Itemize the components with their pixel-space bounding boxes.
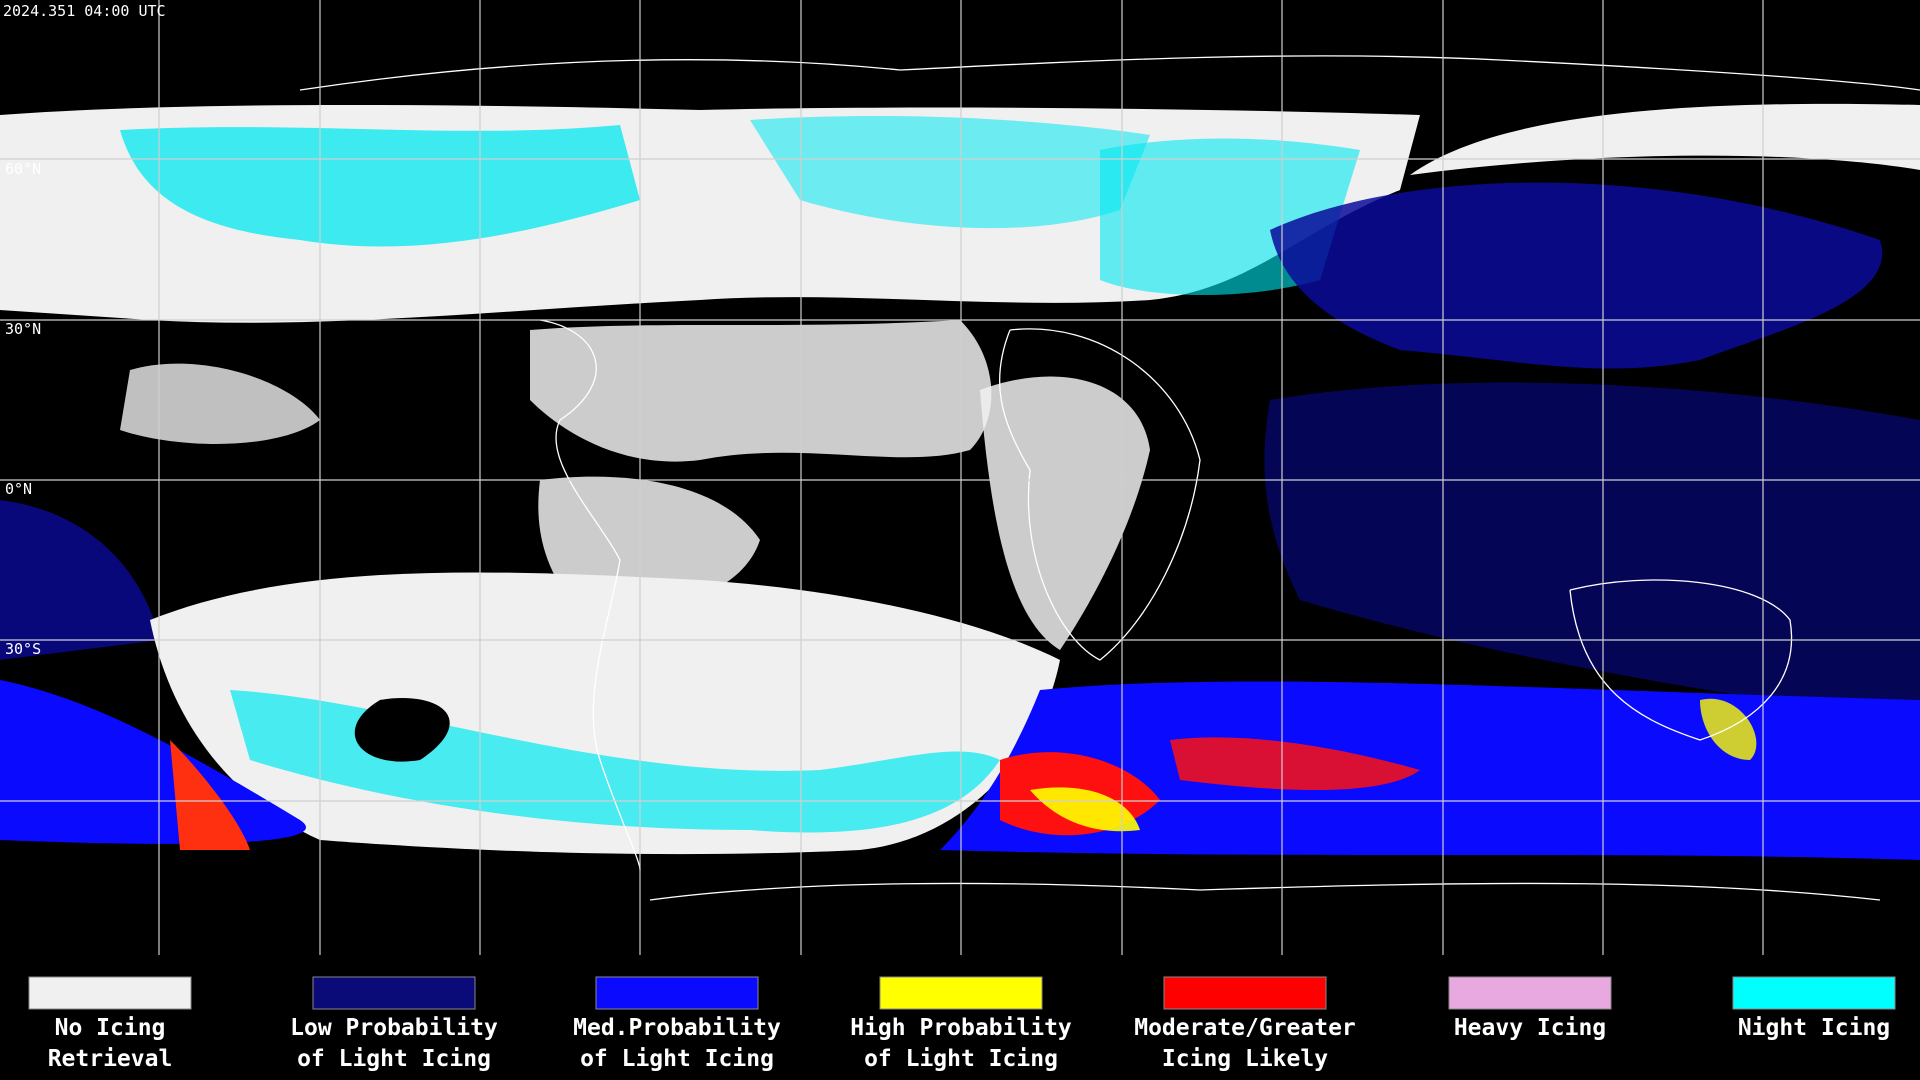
graticule <box>0 0 1920 955</box>
coastline-americas <box>539 319 641 871</box>
legend-label: Med.Probability <box>573 1015 781 1041</box>
legend-label: Moderate/Greater <box>1134 1015 1356 1041</box>
legend-swatch <box>1448 976 1612 1010</box>
timestamp: 2024.351 04:00 UTC <box>3 2 166 20</box>
legend-label: No Icing <box>55 1015 166 1041</box>
icing-sw <box>0 680 306 844</box>
legend-label: Retrieval <box>48 1046 173 1072</box>
cloud-africa <box>980 376 1150 650</box>
icing-high <box>1030 787 1140 832</box>
coastline-africa <box>999 328 1201 661</box>
latitude-label: 0°N <box>5 480 32 498</box>
legend: No Icing Retrieval Low Probability of Light… <box>28 976 1896 1072</box>
legend-swatch <box>28 976 192 1010</box>
legend-label: Low Probability <box>290 1015 498 1041</box>
map <box>0 0 1920 955</box>
cloud-south-america <box>538 476 760 608</box>
icing-ne <box>1270 182 1883 369</box>
cloud-ne <box>1410 103 1920 175</box>
icing-se <box>940 681 1920 860</box>
legend-label: Night Icing <box>1738 1015 1890 1041</box>
coastline-arctic <box>299 55 1920 91</box>
icing-moderate-2 <box>1170 737 1420 790</box>
icing-east-pacific <box>0 500 160 660</box>
latitude-label: 30°S <box>5 640 41 658</box>
latitude-label: 60°N <box>5 160 41 178</box>
legend-label: Icing Likely <box>1162 1046 1328 1072</box>
cloud-tropics <box>530 320 992 462</box>
legend-label: Heavy Icing <box>1454 1015 1606 1041</box>
clear-south <box>354 698 450 762</box>
icing-moderate-3 <box>170 740 250 850</box>
legend-label: of Light Icing <box>864 1046 1058 1072</box>
legend-label: of Light Icing <box>580 1046 774 1072</box>
icing-high-2 <box>1700 698 1757 760</box>
legend-swatch <box>879 976 1043 1010</box>
icing-indo-pacific <box>1264 382 1920 720</box>
night-icing-north <box>120 125 640 247</box>
latitude-label: 30°N <box>5 320 41 338</box>
legend-label: of Light Icing <box>297 1046 491 1072</box>
legend-swatch <box>312 976 476 1010</box>
coastline-australia <box>1569 579 1793 741</box>
night-icing-north-2 <box>750 115 1150 229</box>
legend-label: High Probability <box>850 1015 1072 1041</box>
coastline-antarctica <box>649 882 1881 901</box>
cloud-pacific <box>120 363 320 444</box>
legend-swatch <box>1163 976 1327 1010</box>
legend-swatch <box>595 976 759 1010</box>
legend-swatch <box>1732 976 1896 1010</box>
